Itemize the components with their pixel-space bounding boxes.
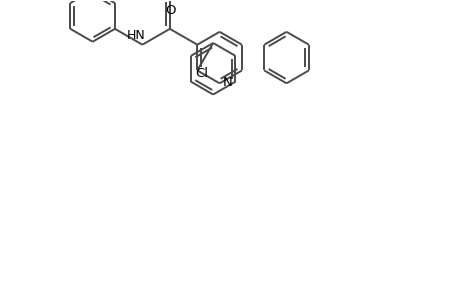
Text: HN: HN	[126, 29, 145, 42]
Text: O: O	[165, 4, 176, 17]
Text: Cl: Cl	[195, 67, 207, 80]
Text: N: N	[222, 76, 232, 89]
